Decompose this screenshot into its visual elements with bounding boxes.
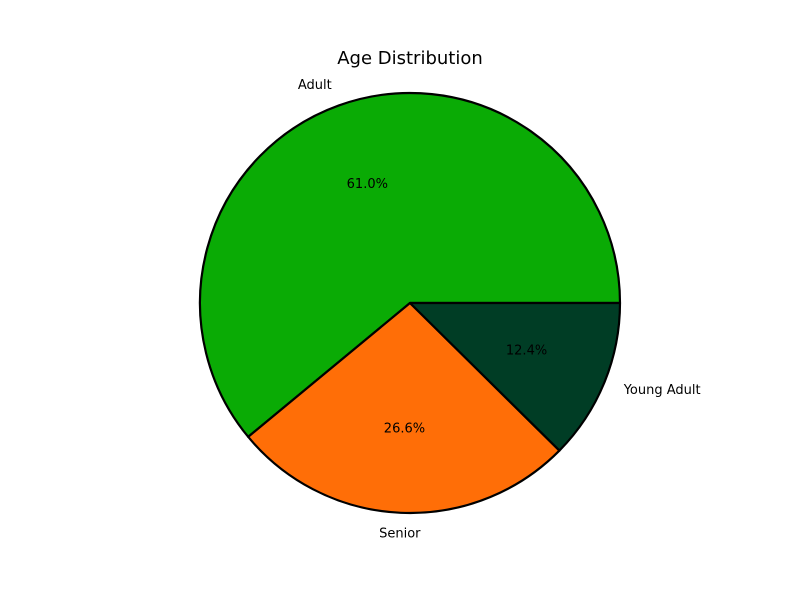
- pie-slice-young-adult: [408, 301, 622, 452]
- slice-percent-adult: 61.0%: [347, 177, 388, 192]
- pie-slices: [198, 91, 622, 515]
- slice-label-senior: Senior: [379, 526, 421, 541]
- slice-percent-senior: 26.6%: [384, 421, 425, 436]
- slice-label-young-adult: Young Adult: [623, 383, 701, 398]
- pie-slice-senior: [247, 301, 561, 515]
- slice-percent-young-adult: 12.4%: [506, 343, 547, 358]
- pie-slice-adult: [198, 91, 622, 438]
- chart-title: Age Distribution: [337, 48, 483, 69]
- pie-labels: Adult 61.0% Senior 26.6% Young Adult 12.4%: [298, 78, 701, 541]
- slice-label-adult: Adult: [298, 78, 332, 93]
